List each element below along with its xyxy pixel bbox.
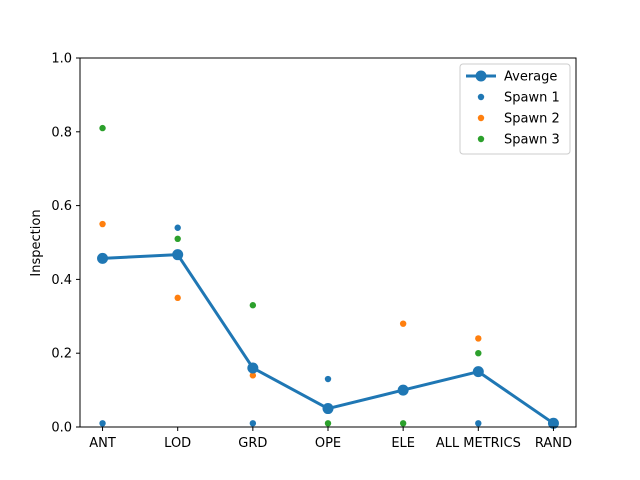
x-tick-label: OPE (315, 436, 341, 451)
spawn-1-point-ant (99, 420, 106, 427)
spawn-1-point-lod (174, 224, 181, 231)
spawn-2-point-all-metrics (475, 335, 482, 342)
spawn-3-point-all-metrics (475, 350, 482, 357)
average-point-ope (322, 403, 334, 415)
average-point-lod (172, 249, 184, 261)
legend-spawn-1-swatch (477, 93, 485, 101)
legend: Average Spawn 1 Spawn 2 Spawn 3 (459, 63, 571, 155)
x-tick-label: ELE (391, 436, 415, 451)
spawn-1-point-all-metrics (475, 420, 482, 427)
spawn-1-point-ope (324, 375, 332, 383)
x-tick-label: LOD (164, 436, 191, 451)
y-tick-label: 0.4 (51, 273, 72, 288)
y-axis-label: Inspection (29, 209, 44, 276)
spawn-3-point-lod (174, 235, 181, 243)
spawn-1-point-grd (249, 420, 257, 427)
spawn-2-point-ant (99, 220, 106, 228)
legend-spawn-3-label: Spawn 3 (504, 133, 560, 148)
x-tick-label: RAND (535, 436, 572, 451)
legend-average-label: Average (504, 70, 557, 85)
legend-spawn-1-label: Spawn 1 (504, 91, 560, 106)
x-tick-label: ALL METRICS (436, 436, 521, 451)
x-tick-label: GRD (238, 436, 267, 451)
y-tick-label: 0.8 (51, 125, 72, 140)
spawn-2-point-grd (249, 372, 257, 379)
plot-area (97, 124, 559, 429)
average-point-all-metrics (472, 366, 484, 378)
spawn-2-point-ele (399, 320, 407, 327)
legend-spawn-3-swatch (477, 135, 485, 143)
spawn-3-point-ant (99, 124, 106, 132)
spawn-3-point-ope (324, 420, 332, 427)
y-tick-label: 0.2 (51, 347, 72, 362)
average-point-ele (397, 384, 409, 396)
y-tick-label: 1.0 (51, 52, 72, 67)
spawn-3-point-grd (249, 302, 257, 309)
legend-spawn-2-swatch (477, 114, 485, 122)
spawn-2-point-lod (174, 294, 181, 302)
average-point-ant (97, 252, 109, 264)
legend-box (459, 63, 571, 155)
legend-average-swatch-marker (475, 70, 487, 82)
x-tick-label: ANT (89, 436, 116, 451)
y-tick-label: 0.0 (51, 421, 72, 436)
legend-spawn-2-label: Spawn 2 (504, 112, 560, 127)
average-point-rand (547, 417, 559, 429)
average-point-grd (247, 362, 259, 374)
axes: 0.0 0.2 0.4 0.6 0.8 1.0 ANT LOD GRD OPE ELE ALL MET… (51, 52, 577, 451)
y-tick-label: 0.6 (51, 199, 72, 214)
spawn-3-point-ele (399, 420, 407, 427)
